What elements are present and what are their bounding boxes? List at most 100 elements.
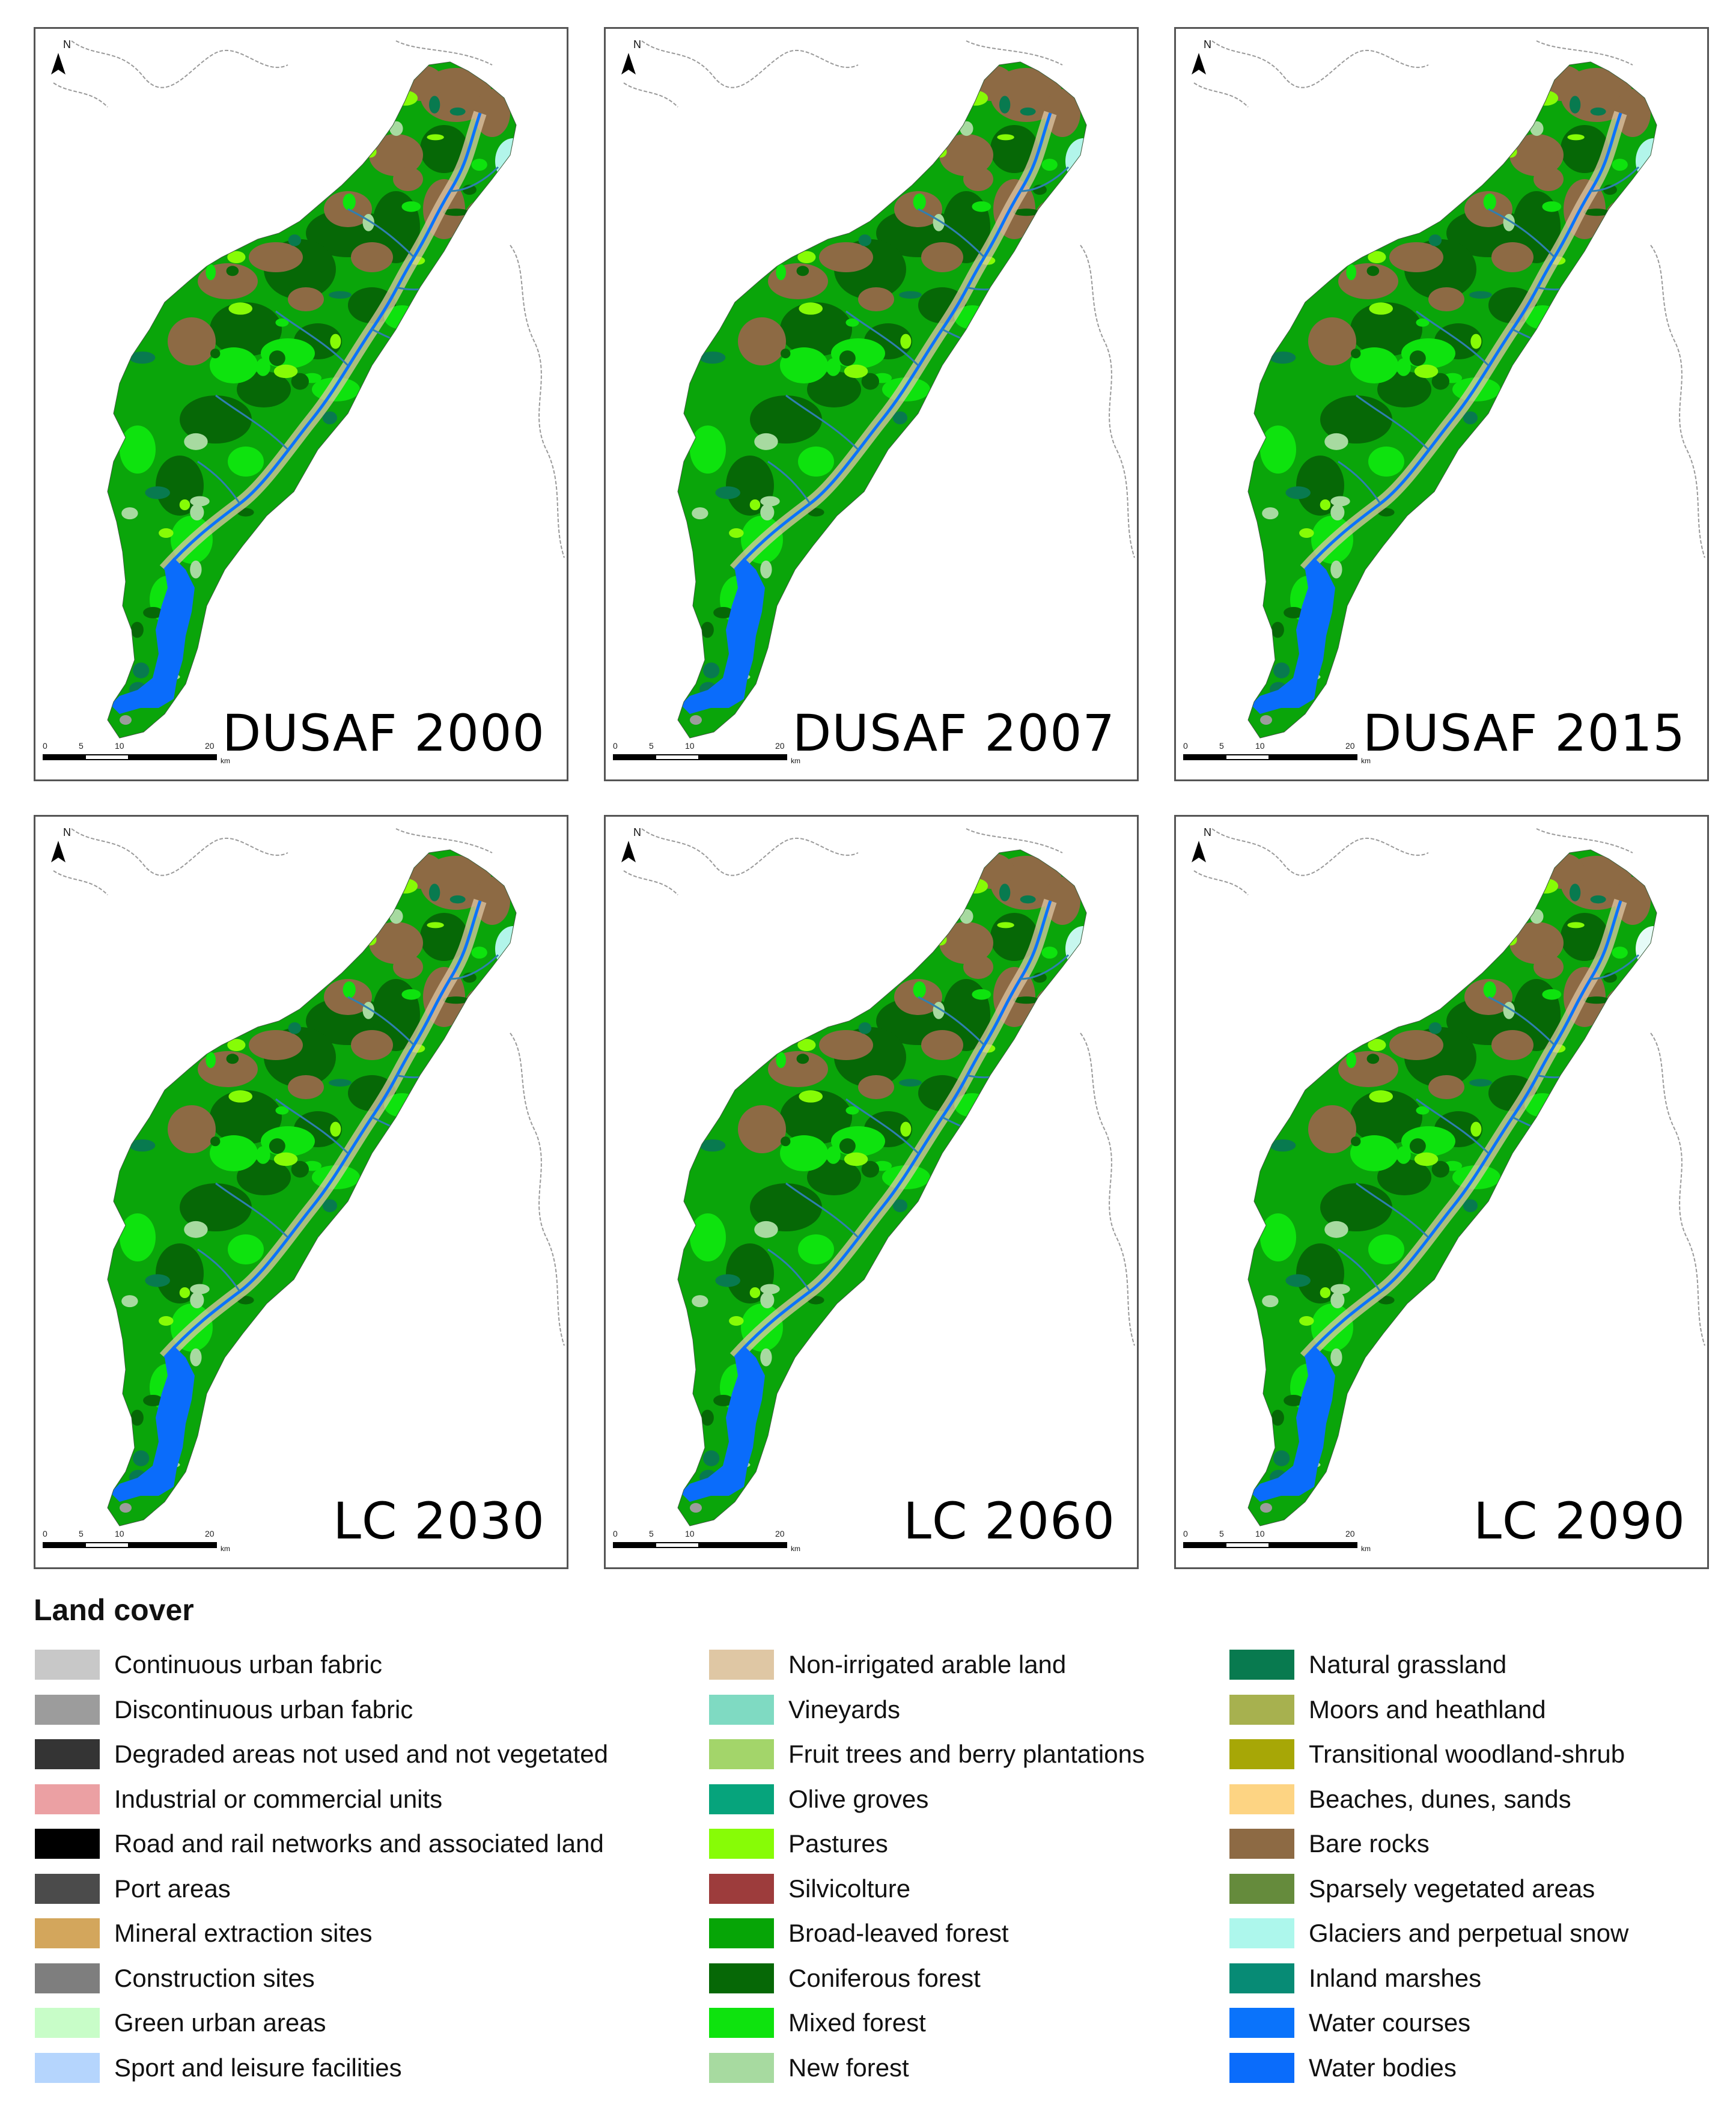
land-cover-speckle: [121, 507, 138, 520]
legend-item: Construction sites: [35, 1963, 608, 2008]
land-cover-speckle: [1636, 1322, 1652, 1337]
land-cover-speckle: [1037, 1439, 1049, 1451]
land-cover-raster: [678, 62, 1086, 738]
land-cover-speckle: [130, 144, 148, 153]
land-cover-speckle: [930, 448, 955, 459]
main-river: [163, 112, 482, 571]
land-cover-speckle: [230, 186, 252, 198]
main-river: [1304, 112, 1622, 571]
land-cover-speckle: [392, 621, 409, 637]
land-cover-speckle: [1500, 1275, 1526, 1284]
land-cover-speckle: [886, 1405, 912, 1415]
map-canvas: [623, 40, 1135, 739]
land-cover-speckle: [1584, 1088, 1601, 1103]
land-cover-speckle: [1338, 194, 1348, 204]
land-cover-speckle: [1324, 433, 1348, 450]
land-cover-speckle: [1486, 1353, 1503, 1360]
land-cover-speckle: [963, 90, 988, 106]
land-cover-speckle: [504, 284, 516, 298]
land-cover-speckle: [1070, 419, 1086, 430]
scale-tick-label: 0: [43, 741, 47, 751]
scale-bar-segment: [698, 1543, 786, 1547]
legend-item: Bare rocks: [1229, 1829, 1628, 1874]
land-cover-speckle: [1351, 1136, 1361, 1147]
scale-bar-graphic: [613, 754, 787, 760]
bare-rock-patch: [966, 853, 1014, 889]
scale-bar-graphic: [1183, 1542, 1357, 1548]
land-cover-speckle: [1325, 228, 1348, 236]
land-cover-speckle: [139, 298, 153, 314]
land-cover-speckle: [428, 96, 440, 114]
admin-boundary: [1193, 870, 1249, 895]
land-cover-speckle: [1409, 97, 1436, 108]
scale-bar-segment: [656, 1543, 698, 1547]
land-cover-speckle: [889, 174, 909, 188]
scale-unit: km: [1361, 1544, 1371, 1553]
scale-tick-label: 5: [79, 1529, 84, 1538]
land-cover-speckle: [291, 373, 309, 390]
land-cover-speckle: [132, 662, 150, 678]
legend-item: Water bodies: [1229, 2052, 1628, 2098]
map-canvas: [53, 828, 565, 1526]
land-cover-speckle: [280, 1374, 291, 1385]
mixed-forest-patch: [780, 347, 828, 383]
map-canvas: [1193, 40, 1705, 739]
map-panel-lc-2090: N 0 5 10 20 km LC 2090: [1174, 815, 1709, 1569]
land-cover-speckle: [755, 151, 776, 161]
land-cover-speckle: [1046, 390, 1067, 401]
land-cover-speckle: [1046, 1376, 1058, 1394]
land-cover-speckle: [364, 933, 377, 946]
land-cover-speckle: [1070, 1141, 1086, 1153]
land-cover-speckle: [462, 184, 477, 195]
land-cover-speckle: [228, 302, 253, 315]
land-cover-speckle: [826, 358, 841, 376]
land-cover-speckle: [308, 1400, 326, 1410]
land-cover-speckle: [346, 566, 362, 572]
land-cover-speckle: [1273, 1450, 1290, 1466]
scale-tick-label: 20: [1345, 741, 1355, 751]
land-cover-speckle: [1636, 534, 1652, 549]
land-cover-speckle: [1416, 675, 1436, 682]
urban-patch: [151, 1517, 172, 1526]
tributary: [275, 1098, 349, 1154]
land-cover-speckle: [755, 228, 778, 236]
bare-rock-patch: [396, 853, 444, 889]
land-cover-speckle: [1046, 588, 1058, 606]
land-cover-speckle: [1469, 649, 1484, 659]
land-cover-speckle: [389, 909, 403, 924]
land-cover-speckle: [1046, 1178, 1067, 1189]
land-cover-speckle: [322, 411, 338, 425]
legend-label: Glaciers and perpetual snow: [1309, 1919, 1629, 1947]
north-arrow-icon: N: [46, 38, 71, 88]
tributary: [845, 1098, 919, 1154]
legend-label: Natural grassland: [1309, 1650, 1507, 1678]
legend-swatch: [1229, 1963, 1294, 1993]
land-cover-speckle: [781, 349, 791, 359]
land-cover-speckle: [1436, 187, 1463, 205]
land-cover-speckle: [499, 1141, 516, 1153]
admin-boundary: [641, 40, 859, 88]
land-cover-speckle: [1461, 1311, 1487, 1328]
land-cover-speckle: [275, 675, 295, 682]
land-cover-speckle: [1275, 171, 1286, 186]
land-cover-speckle: [861, 373, 880, 390]
land-cover-speckle: [130, 1409, 144, 1426]
land-cover-speckle: [1393, 1477, 1405, 1492]
land-cover-speckle: [1483, 981, 1496, 998]
land-cover-speckle: [1570, 648, 1594, 665]
land-cover-speckle: [343, 193, 356, 210]
mixed-forest-patch: [1260, 425, 1296, 474]
land-cover-speckle: [1567, 922, 1585, 928]
land-cover-speckle: [1532, 1409, 1550, 1425]
land-cover-speckle: [321, 1311, 347, 1328]
land-cover-speckle: [423, 1454, 446, 1469]
legend-label: Inland marshes: [1309, 1963, 1482, 1992]
scale-tick-label: 10: [1255, 741, 1265, 751]
land-cover-speckle: [132, 1450, 150, 1466]
land-cover-speckle: [496, 684, 509, 698]
land-cover-speckle: [219, 139, 244, 153]
legend-swatch: [709, 1739, 774, 1769]
land-cover-speckle: [443, 996, 469, 1004]
land-cover-speckle: [258, 968, 281, 983]
scale-tick-label: 5: [649, 1529, 654, 1538]
